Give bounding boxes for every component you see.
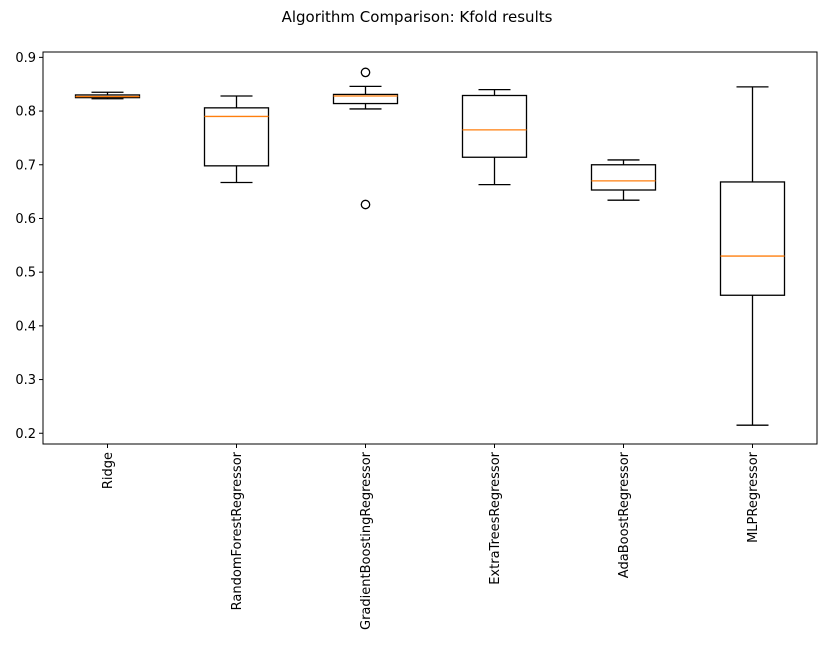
box-RandomForestRegressor [203,95,270,184]
y-tick-label: 0.5 [15,266,36,281]
x-tick-label: RandomForestRegressor [230,451,245,610]
outlier-point [360,67,371,78]
axes: 0.2 0.3 0.4 0.5 0.6 0.7 0.8 0.9 Ridge RandomFores… [15,51,818,630]
box-ExtraTreesRegressor [461,88,528,186]
plot-frame [42,51,818,445]
outlier-point [360,199,371,210]
box-iqr [203,107,270,167]
chart-title: Algorithm Comparison: Kfold results [282,8,553,26]
y-tick-label: 0.7 [15,158,36,173]
y-tick-label: 0.4 [15,319,36,334]
x-tick-label: ExtraTreesRegressor [488,451,503,584]
y-tick-label: 0.6 [15,212,36,227]
box-iqr [590,164,657,191]
x-tick-label: Ridge [101,452,116,489]
box-MLPRegressor [719,86,786,426]
box-AdaBoostRegressor [590,159,657,201]
y-tick-label: 0.3 [15,373,36,388]
box-iqr [461,94,528,158]
box-Ridge [74,91,141,100]
box-iqr [719,181,786,296]
box-iqr [332,93,399,105]
x-tick-label: GradientBoostingRegressor [359,451,374,630]
y-tick-label: 0.8 [15,105,36,120]
x-tick-label: MLPRegressor [746,451,761,543]
box-GradientBoostingRegressor [332,67,399,210]
plot-marks [74,67,786,426]
y-tick-label: 0.9 [15,51,36,66]
x-tick-label: AdaBoostRegressor [617,451,632,578]
y-tick-label: 0.2 [15,427,36,442]
